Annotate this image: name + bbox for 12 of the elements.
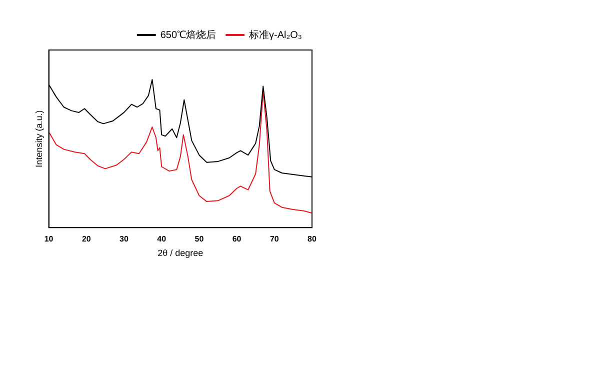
x-tick-label: 70 — [270, 234, 280, 244]
x-tick-label: 80 — [308, 234, 317, 244]
x-tick-label: 60 — [232, 234, 242, 244]
legend-label: 标准γ-Al₂O₃ — [248, 28, 302, 41]
x-tick-label: 40 — [157, 234, 167, 244]
x-tick-label: 30 — [120, 234, 129, 244]
x-tick-label: 20 — [82, 234, 92, 244]
x-tick-label: 50 — [194, 234, 204, 244]
x-tick-label: 10 — [44, 234, 54, 244]
x-axis-title: 2θ / degree — [158, 248, 204, 258]
legend-label: 650℃焙烧后 — [160, 28, 216, 41]
y-axis-title: Intensity (a.u.) — [34, 110, 44, 168]
